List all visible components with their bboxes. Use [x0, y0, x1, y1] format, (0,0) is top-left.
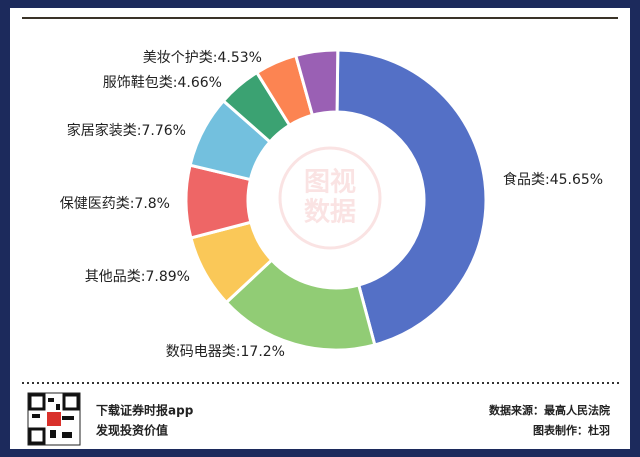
footer-app: 下载证券时报app: [96, 403, 194, 418]
watermark-text: 数据: [304, 198, 356, 228]
donut: 食品类:45.65% 数码电器类:17.2% 其他品类:7.89% 保健医药类:7.8…: [60, 48, 603, 360]
segment-label: 食品类:45.65%: [503, 171, 603, 188]
donut-segment: [294, 48, 340, 117]
qr-logo: [47, 412, 61, 426]
segment-label: 保健医药类:7.8%: [60, 196, 170, 212]
qr-dot: [62, 432, 72, 438]
segment-label: 其他品类:7.89%: [85, 269, 190, 285]
footer-author: 图表制作：杜羽: [533, 423, 610, 437]
qr-dot: [50, 430, 56, 438]
watermark-text: 图视: [304, 168, 356, 198]
donut-segment: [335, 48, 488, 347]
qr-dot: [56, 404, 60, 410]
qr-corner: [62, 393, 80, 411]
qr-dot: [32, 414, 40, 418]
footer-source: 数据来源：最高人民法院: [489, 403, 610, 417]
qr-dot: [48, 398, 54, 402]
segment-label: 家居家装类:7.76%: [67, 122, 186, 139]
qr-code: [27, 392, 81, 446]
qr-corner: [28, 393, 46, 411]
footer-slogan: 发现投资价值: [95, 423, 168, 438]
watermark-ring: [278, 146, 382, 250]
segment-label: 美妆个护类:4.53%: [143, 50, 262, 66]
segment-label: 服饰鞋包类:4.66%: [103, 75, 222, 91]
qr-dot: [62, 416, 74, 420]
watermark: 图视 数据: [278, 146, 382, 250]
qr-corner: [28, 427, 46, 445]
segment-label: 数码电器类:17.2%: [166, 344, 285, 360]
